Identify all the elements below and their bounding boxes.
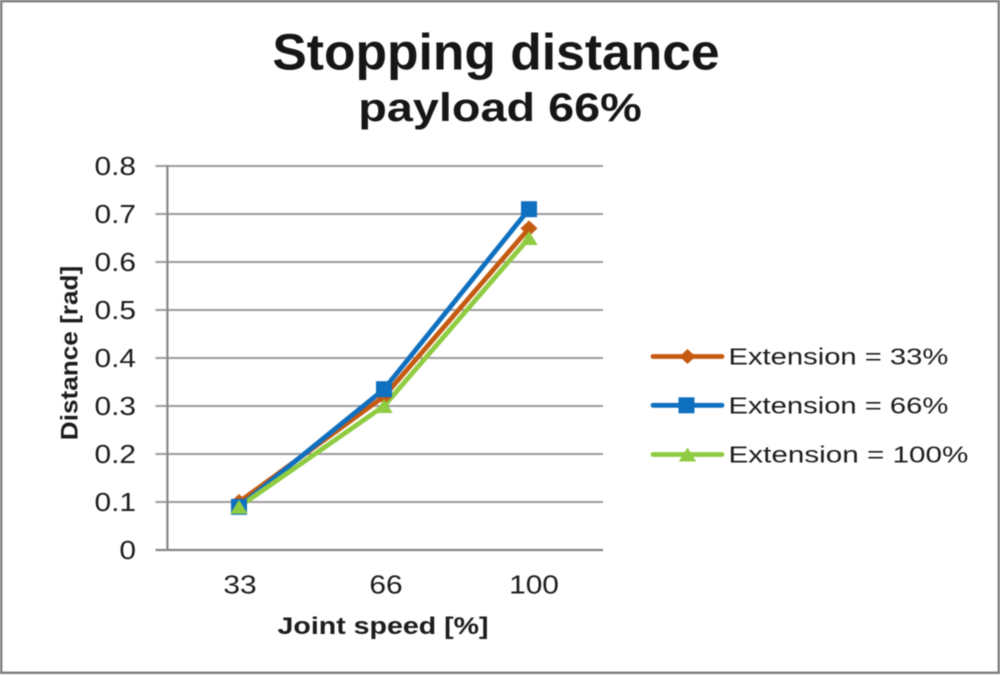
svg-text:0: 0	[119, 536, 136, 565]
svg-text:Extension = 33%: Extension = 33%	[729, 344, 949, 370]
svg-text:0.6: 0.6	[94, 248, 136, 277]
svg-text:Joint speed [%]: Joint speed [%]	[278, 612, 489, 639]
svg-text:0.8: 0.8	[94, 152, 136, 181]
svg-text:payload 66%: payload 66%	[358, 86, 641, 130]
svg-text:0.3: 0.3	[94, 392, 136, 421]
svg-text:Stopping distance: Stopping distance	[272, 24, 719, 81]
svg-text:0.4: 0.4	[94, 344, 136, 373]
svg-text:0.5: 0.5	[94, 296, 136, 325]
svg-text:0.7: 0.7	[94, 200, 136, 229]
svg-text:0.2: 0.2	[94, 440, 136, 469]
svg-text:Extension = 66%: Extension = 66%	[729, 392, 949, 418]
svg-text:0.1: 0.1	[94, 488, 136, 517]
svg-text:100: 100	[509, 570, 559, 599]
svg-text:Extension = 100%: Extension = 100%	[729, 442, 969, 468]
svg-text:33: 33	[223, 570, 256, 599]
svg-text:66: 66	[369, 570, 402, 599]
svg-text:Distance [rad]: Distance [rad]	[56, 266, 83, 440]
